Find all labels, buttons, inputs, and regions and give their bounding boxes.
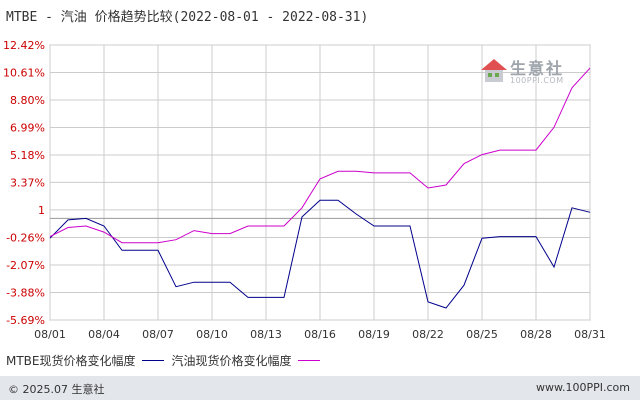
y-tick-label: -5.69% — [6, 314, 45, 327]
x-tick-label: 08/01 — [34, 328, 66, 341]
watermark: 生意社 100PPI.COM — [478, 52, 578, 92]
y-tick-label: 6.99% — [10, 121, 45, 134]
y-tick-label: 10.61% — [3, 66, 45, 79]
y-tick-label: 8.80% — [10, 94, 45, 107]
y-axis-ticks: 12.42% 10.61% 8.80% 6.99% 5.18% 3.37% 1 -0.26% -… — [3, 39, 45, 327]
chart: 12.42% 10.61% 8.80% 6.99% 5.18% 3.37% 1 -0.26% -… — [3, 39, 606, 341]
x-tick-label: 08/13 — [250, 328, 282, 341]
footer-link[interactable]: www.100PPI.com — [536, 381, 630, 394]
y-tick-label: 5.18% — [10, 149, 45, 162]
legend-swatch-mtbe — [141, 359, 164, 361]
x-tick-label: 08/25 — [466, 328, 498, 341]
series-line-gasoline — [49, 67, 591, 244]
y-tick-label: -0.26% — [6, 232, 45, 245]
footer: © 2025.07 生意社 www.100PPI.com — [0, 376, 640, 400]
legend-swatch-gasoline — [297, 359, 320, 361]
y-tick-label: 1 — [38, 204, 45, 217]
series-line-mtbe — [49, 199, 591, 309]
house-logo-icon — [481, 59, 507, 82]
x-tick-label: 08/22 — [412, 328, 444, 341]
legend-label-mtbe: MTBE现货价格变化幅度 — [6, 353, 136, 368]
page-title: MTBE - 汽油 价格趋势比较(2022-08-01 - 2022-08-31… — [6, 10, 369, 25]
footer-copyright: © 2025.07 生意社 — [8, 383, 105, 396]
x-tick-label: 08/31 — [574, 328, 606, 341]
x-tick-label: 08/28 — [520, 328, 552, 341]
y-tick-label: 12.42% — [3, 39, 45, 52]
legend: MTBE现货价格变化幅度 汽油现货价格变化幅度 — [6, 352, 328, 368]
x-tick-label: 08/10 — [196, 328, 228, 341]
y-tick-label: 3.37% — [10, 176, 45, 189]
x-tick-label: 08/07 — [142, 328, 174, 341]
watermark-url: 100PPI.COM — [510, 76, 564, 85]
watermark-name: 生意社 — [510, 59, 565, 78]
y-tick-label: -3.88% — [6, 287, 45, 300]
legend-item-mtbe: MTBE现货价格变化幅度 — [6, 352, 164, 369]
x-tick-label: 08/19 — [358, 328, 390, 341]
series-lines — [49, 67, 591, 309]
grid-horizontal — [50, 44, 590, 321]
x-tick-label: 08/04 — [88, 328, 120, 341]
legend-label-gasoline: 汽油现货价格变化幅度 — [171, 353, 292, 368]
x-tick-label: 08/16 — [304, 328, 336, 341]
y-tick-label: -2.07% — [6, 259, 45, 272]
x-axis-ticks: 08/01 08/04 08/07 08/10 08/13 08/16 08/19 08/22… — [34, 328, 606, 341]
legend-item-gasoline: 汽油现货价格变化幅度 — [172, 352, 320, 369]
